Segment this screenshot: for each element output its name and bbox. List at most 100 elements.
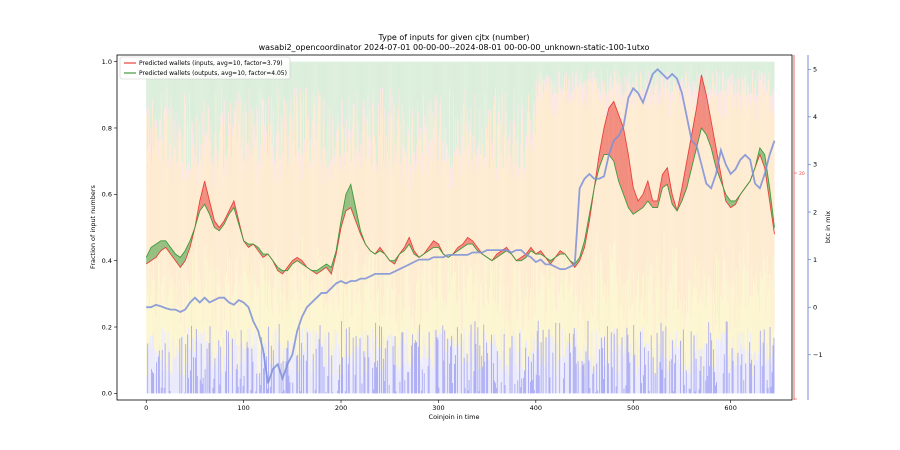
- bg-bar-segment: [744, 347, 746, 394]
- bg-bar-segment: [435, 99, 437, 121]
- bg-bar-segment: [389, 355, 391, 394]
- bg-bar-segment: [749, 294, 751, 357]
- bg-bar-segment: [423, 61, 425, 116]
- bg-bar-segment: [600, 336, 602, 394]
- bg-bar-segment: [679, 81, 681, 106]
- bg-bar-segment: [266, 260, 268, 361]
- bg-bar-segment: [764, 272, 766, 366]
- bg-bar-segment: [173, 308, 175, 357]
- bg-bar-segment: [473, 136, 475, 154]
- bg-bar-segment: [168, 108, 170, 115]
- bg-blue-bar: [475, 343, 477, 394]
- bg-bar-segment: [577, 61, 579, 87]
- bg-bar-segment: [174, 156, 176, 285]
- bg-bar-segment: [163, 247, 165, 332]
- bg-bar-segment: [673, 353, 675, 394]
- bg-bar-segment: [372, 238, 374, 330]
- bg-bar-segment: [676, 85, 678, 91]
- bg-bar-segment: [255, 344, 257, 394]
- bg-bar-segment: [604, 284, 606, 351]
- bg-bar-segment: [664, 357, 666, 394]
- bg-bar-segment: [707, 274, 709, 365]
- bg-bar-segment: [316, 123, 318, 134]
- bg-bar-segment: [719, 91, 721, 117]
- bg-bar-segment: [361, 61, 363, 133]
- bg-bar-segment: [330, 355, 332, 394]
- bg-bar-segment: [160, 103, 162, 284]
- bg-bar-segment: [741, 74, 743, 101]
- bg-bar-segment: [589, 61, 591, 82]
- bg-blue-bar: [456, 327, 458, 394]
- bg-bar-segment: [655, 73, 657, 77]
- bg-bar-segment: [219, 344, 221, 394]
- bg-bar-segment: [171, 157, 173, 185]
- bg-bar-segment: [156, 61, 158, 138]
- bg-bar-segment: [421, 175, 423, 269]
- bg-bar-segment: [377, 195, 379, 293]
- bg-bar-segment: [720, 61, 722, 91]
- bg-bar-segment: [345, 139, 347, 296]
- bg-bar-segment: [167, 61, 169, 162]
- bg-bar-segment: [314, 61, 316, 96]
- bg-bar-segment: [512, 61, 514, 122]
- bg-bar-segment: [536, 61, 538, 96]
- bg-bar-segment: [505, 61, 507, 112]
- bg-blue-bar: [380, 326, 382, 394]
- bg-bar-segment: [620, 93, 622, 101]
- bg-bar-segment: [527, 369, 529, 394]
- bg-blue-bar: [665, 326, 667, 394]
- bg-bar-segment: [637, 61, 639, 87]
- bg-bar-segment: [437, 178, 439, 270]
- bg-bar-segment: [453, 334, 455, 394]
- bg-bar-segment: [228, 136, 230, 283]
- bg-bar-segment: [552, 94, 554, 114]
- bg-bar-segment: [546, 262, 548, 362]
- bg-bar-segment: [320, 184, 322, 257]
- bg-bar-segment: [654, 86, 656, 91]
- bg-bar-segment: [203, 250, 205, 330]
- bg-bar-segment: [542, 93, 544, 101]
- bg-bar-segment: [451, 61, 453, 155]
- bg-bar-segment: [550, 83, 552, 264]
- bg-bar-segment: [692, 61, 694, 81]
- bg-bar-segment: [440, 110, 442, 246]
- bg-bar-segment: [669, 61, 671, 76]
- bg-blue-bar: [278, 323, 280, 394]
- bg-bar-segment: [749, 61, 751, 93]
- bg-bar-segment: [229, 103, 231, 327]
- bg-bar-segment: [244, 101, 246, 124]
- x-axis: 0 100 200 300 400 500 600: [144, 400, 737, 412]
- bg-bar-segment: [536, 257, 538, 354]
- bg-bar-segment: [604, 61, 606, 81]
- bg-blue-bar: [296, 355, 298, 394]
- bg-bar-segment: [516, 321, 518, 365]
- bg-bar-segment: [727, 61, 729, 78]
- bg-bar-segment: [596, 61, 598, 79]
- bg-bar-segment: [302, 236, 304, 329]
- bg-bar-segment: [593, 78, 595, 274]
- bg-bar-segment: [278, 61, 280, 133]
- bg-bar-segment: [227, 248, 229, 336]
- bg-bar-segment: [614, 61, 616, 72]
- bg-bar-segment: [657, 274, 659, 368]
- bg-bar-segment: [466, 117, 468, 279]
- bg-bar-segment: [392, 178, 394, 291]
- bg-bar-segment: [478, 369, 480, 394]
- bg-bar-segment: [684, 352, 686, 394]
- bg-bar-segment: [271, 61, 273, 146]
- bg-bar-segment: [448, 240, 450, 340]
- bg-bar-segment: [541, 267, 543, 357]
- bg-bar-segment: [753, 61, 755, 94]
- bg-bar-segment: [471, 252, 473, 350]
- bg-bar-segment: [172, 277, 174, 339]
- bg-bar-segment: [722, 61, 724, 74]
- bg-bar-segment: [692, 282, 694, 345]
- bg-bar-segment: [146, 282, 148, 377]
- bg-blue-bar: [672, 340, 674, 394]
- bg-bar-segment: [645, 257, 647, 343]
- bg-bar-segment: [336, 333, 338, 394]
- bg-bar-segment: [468, 130, 470, 251]
- bg-bar-segment: [165, 273, 167, 365]
- bg-bar-segment: [228, 113, 230, 137]
- bg-bar-segment: [239, 309, 241, 364]
